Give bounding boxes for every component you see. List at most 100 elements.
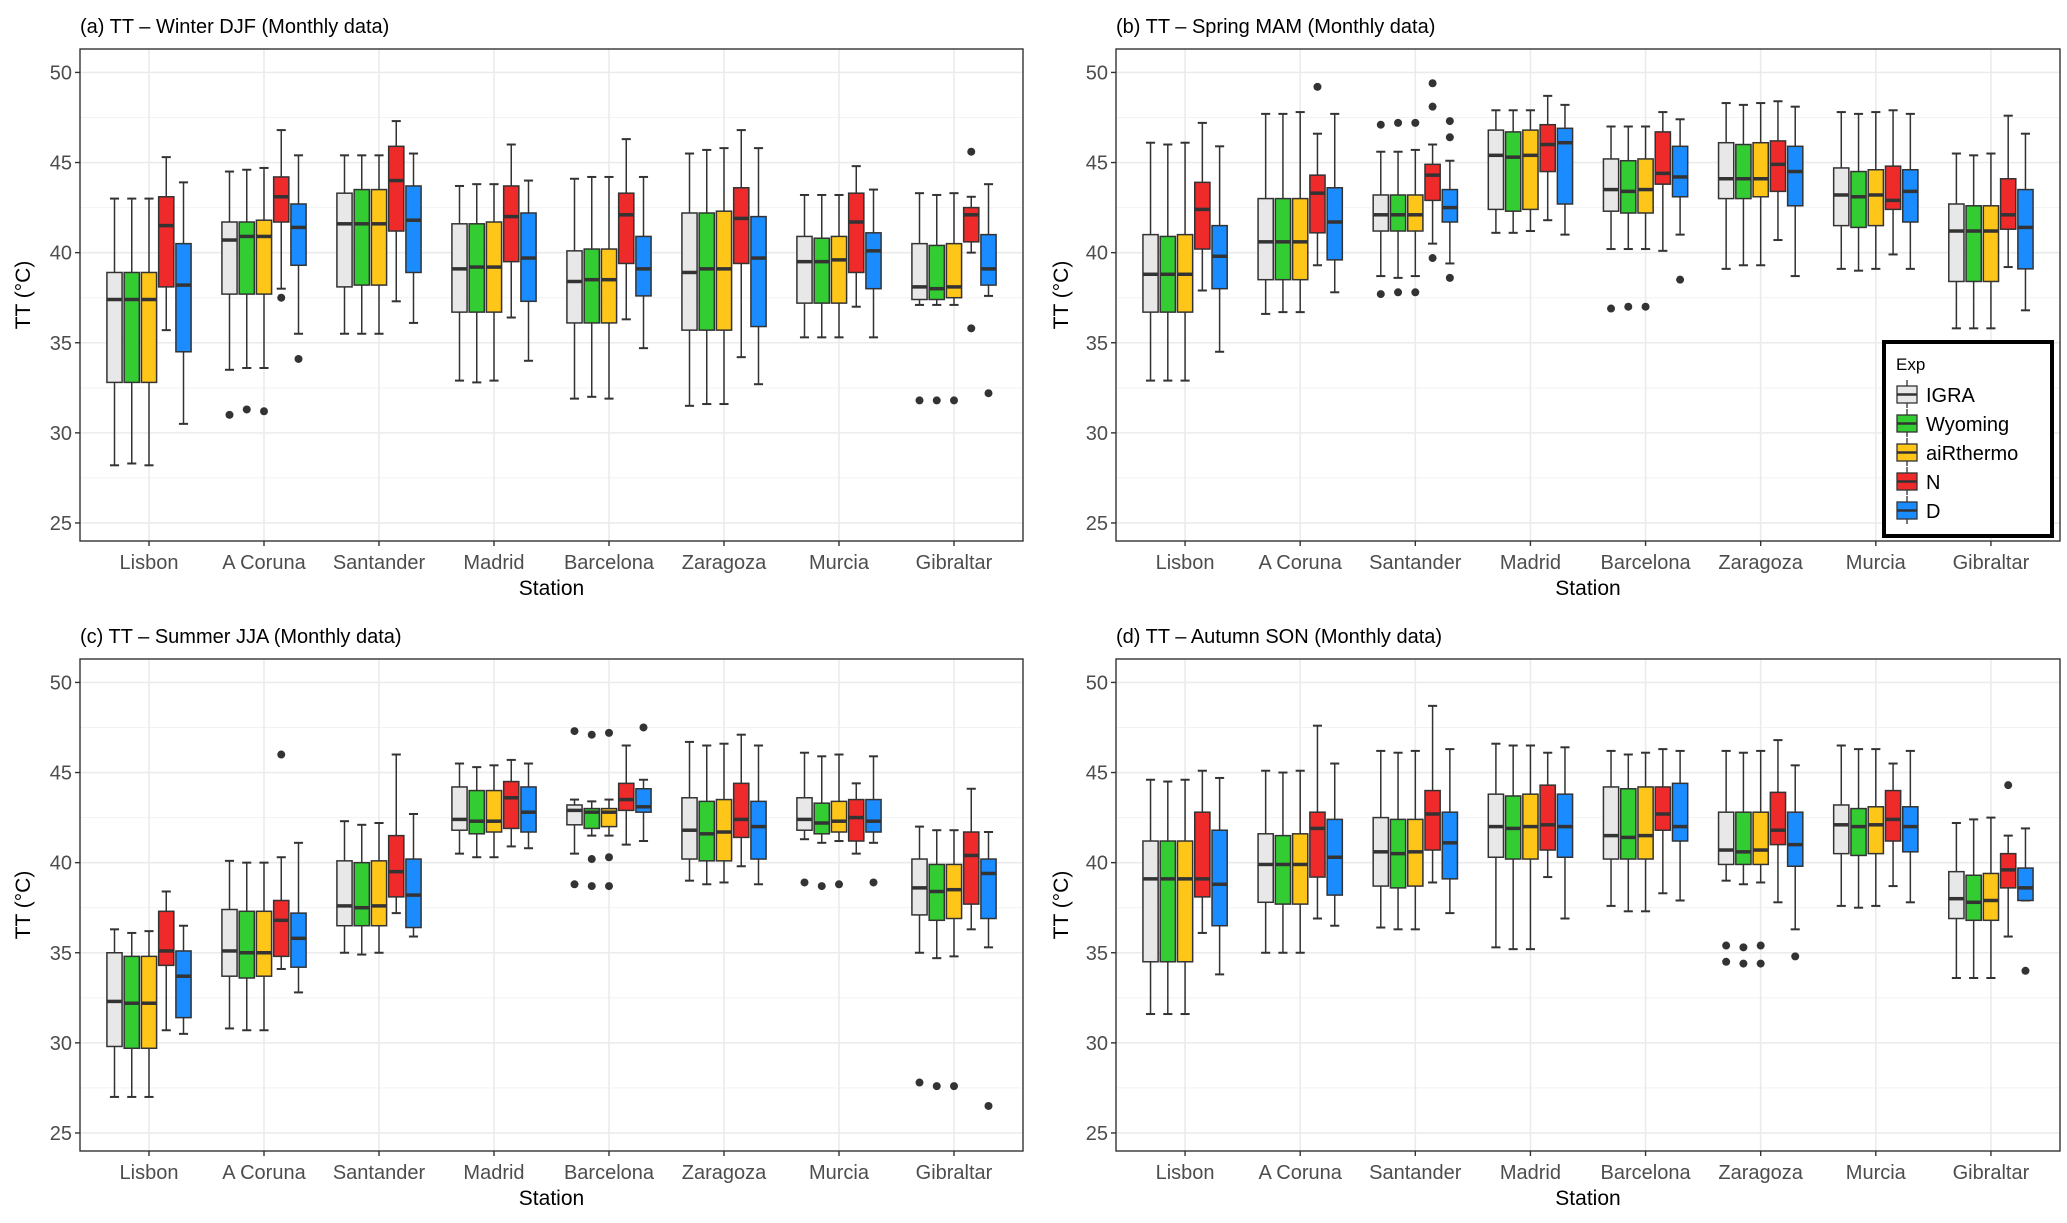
- outlier-point: [277, 293, 286, 302]
- box-D: [1441, 748, 1459, 915]
- iqr-box: [980, 858, 997, 920]
- box-aiRthermo: [140, 930, 158, 1098]
- iqr-box: [272, 899, 290, 958]
- outlier-point: [1411, 118, 1420, 127]
- outlier-point: [225, 410, 234, 419]
- box-IGRA: [1487, 109, 1505, 234]
- iqr-box: [1867, 806, 1885, 855]
- outlier-point: [587, 882, 596, 891]
- iqr-box: [1556, 127, 1574, 205]
- iqr-box: [221, 908, 238, 977]
- iqr-box: [635, 788, 652, 813]
- x-tick-label: Zaragoza: [682, 1162, 767, 1184]
- iqr-box: [1539, 784, 1557, 851]
- iqr-box: [1786, 811, 1804, 868]
- box-Wyoming: [928, 829, 946, 1091]
- x-tick-label: Barcelona: [1601, 552, 1692, 574]
- box-N: [502, 758, 520, 848]
- box-aiRthermo: [1291, 111, 1309, 314]
- iqr-box: [1850, 170, 1867, 229]
- iqr-box: [928, 244, 946, 301]
- box-IGRA: [1948, 152, 1965, 330]
- x-tick-label: Gibraltar: [916, 1162, 993, 1184]
- iqr-box: [617, 782, 635, 812]
- outlier-point: [1376, 290, 1385, 299]
- box-Wyoming: [698, 744, 716, 886]
- iqr-box: [370, 188, 388, 286]
- box-N: [272, 750, 290, 970]
- box-D: [1556, 103, 1574, 236]
- box-D: [1211, 145, 1228, 353]
- iqr-box: [1769, 791, 1787, 846]
- outlier-point: [2004, 781, 2013, 790]
- iqr-box: [750, 800, 767, 860]
- iqr-box: [370, 860, 388, 927]
- box-D: [865, 755, 882, 887]
- box-Wyoming: [353, 823, 371, 956]
- x-tick-label: Barcelona: [1601, 1162, 1692, 1184]
- iqr-box: [485, 789, 503, 833]
- box-N: [617, 744, 635, 846]
- box-Wyoming: [1735, 103, 1752, 267]
- box-N: [157, 156, 175, 332]
- iqr-box: [1671, 145, 1689, 198]
- y-tick-label: 25: [50, 513, 72, 535]
- outlier-point: [1445, 117, 1454, 126]
- box-N: [1424, 704, 1441, 884]
- iqr-box: [238, 910, 256, 979]
- iqr-box: [698, 800, 716, 862]
- iqr-box: [1257, 833, 1275, 904]
- x-tick-label: Lisbon: [1156, 1162, 1215, 1184]
- iqr-box: [255, 219, 273, 295]
- iqr-box: [1522, 129, 1539, 211]
- box-aiRthermo: [715, 742, 733, 884]
- box-Wyoming: [1159, 780, 1177, 1016]
- iqr-box: [865, 232, 882, 290]
- y-tick-label: 30: [1086, 1033, 1108, 1055]
- y-tick-label: 35: [1086, 333, 1108, 355]
- y-tick-label: 50: [50, 672, 72, 694]
- plot-background: [80, 659, 1023, 1151]
- box-D: [290, 841, 307, 994]
- x-tick-label: Gibraltar: [1953, 552, 2030, 574]
- box-N: [1769, 739, 1787, 904]
- panel-c: 25 30 35 40 45 50 Lisbon A Coruna Santander Madri…: [12, 626, 1024, 1210]
- box-Wyoming: [238, 168, 256, 414]
- box-N: [732, 733, 750, 868]
- box-N: [1193, 121, 1211, 292]
- iqr-box: [468, 789, 486, 835]
- iqr-box: [1999, 178, 2017, 230]
- box-aiRthermo: [1752, 749, 1770, 968]
- legend-item-aiRthermo: aiRthermo: [1896, 438, 2018, 466]
- box-Wyoming: [468, 183, 486, 384]
- outlier-point: [605, 853, 613, 862]
- box-D: [520, 179, 537, 362]
- iqr-box: [1752, 141, 1770, 198]
- box-aiRthermo: [485, 764, 503, 859]
- x-axis-title: Station: [519, 577, 584, 600]
- box-Wyoming: [1965, 154, 1983, 330]
- box-D: [1211, 776, 1228, 976]
- iqr-box: [1291, 197, 1309, 281]
- box-Wyoming: [698, 148, 716, 406]
- x-tick-label: Gibraltar: [1953, 1162, 2030, 1184]
- box-IGRA: [1832, 111, 1850, 270]
- box-N: [387, 753, 405, 915]
- box-aiRthermo: [600, 728, 618, 891]
- iqr-box: [106, 271, 123, 384]
- iqr-box: [681, 797, 698, 860]
- outlier-point: [869, 878, 878, 887]
- box-aiRthermo: [255, 861, 273, 1032]
- box-D: [2017, 827, 2034, 975]
- outlier-point: [1739, 959, 1748, 968]
- outlier-point: [1624, 302, 1633, 311]
- box-IGRA: [1717, 749, 1735, 966]
- outlier-point: [277, 750, 286, 759]
- iqr-box: [1752, 811, 1770, 866]
- iqr-box: [157, 196, 175, 288]
- outlier-point: [984, 1101, 993, 1110]
- outlier-point: [1411, 288, 1420, 297]
- box-D: [865, 188, 882, 339]
- outlier-point: [1641, 302, 1650, 311]
